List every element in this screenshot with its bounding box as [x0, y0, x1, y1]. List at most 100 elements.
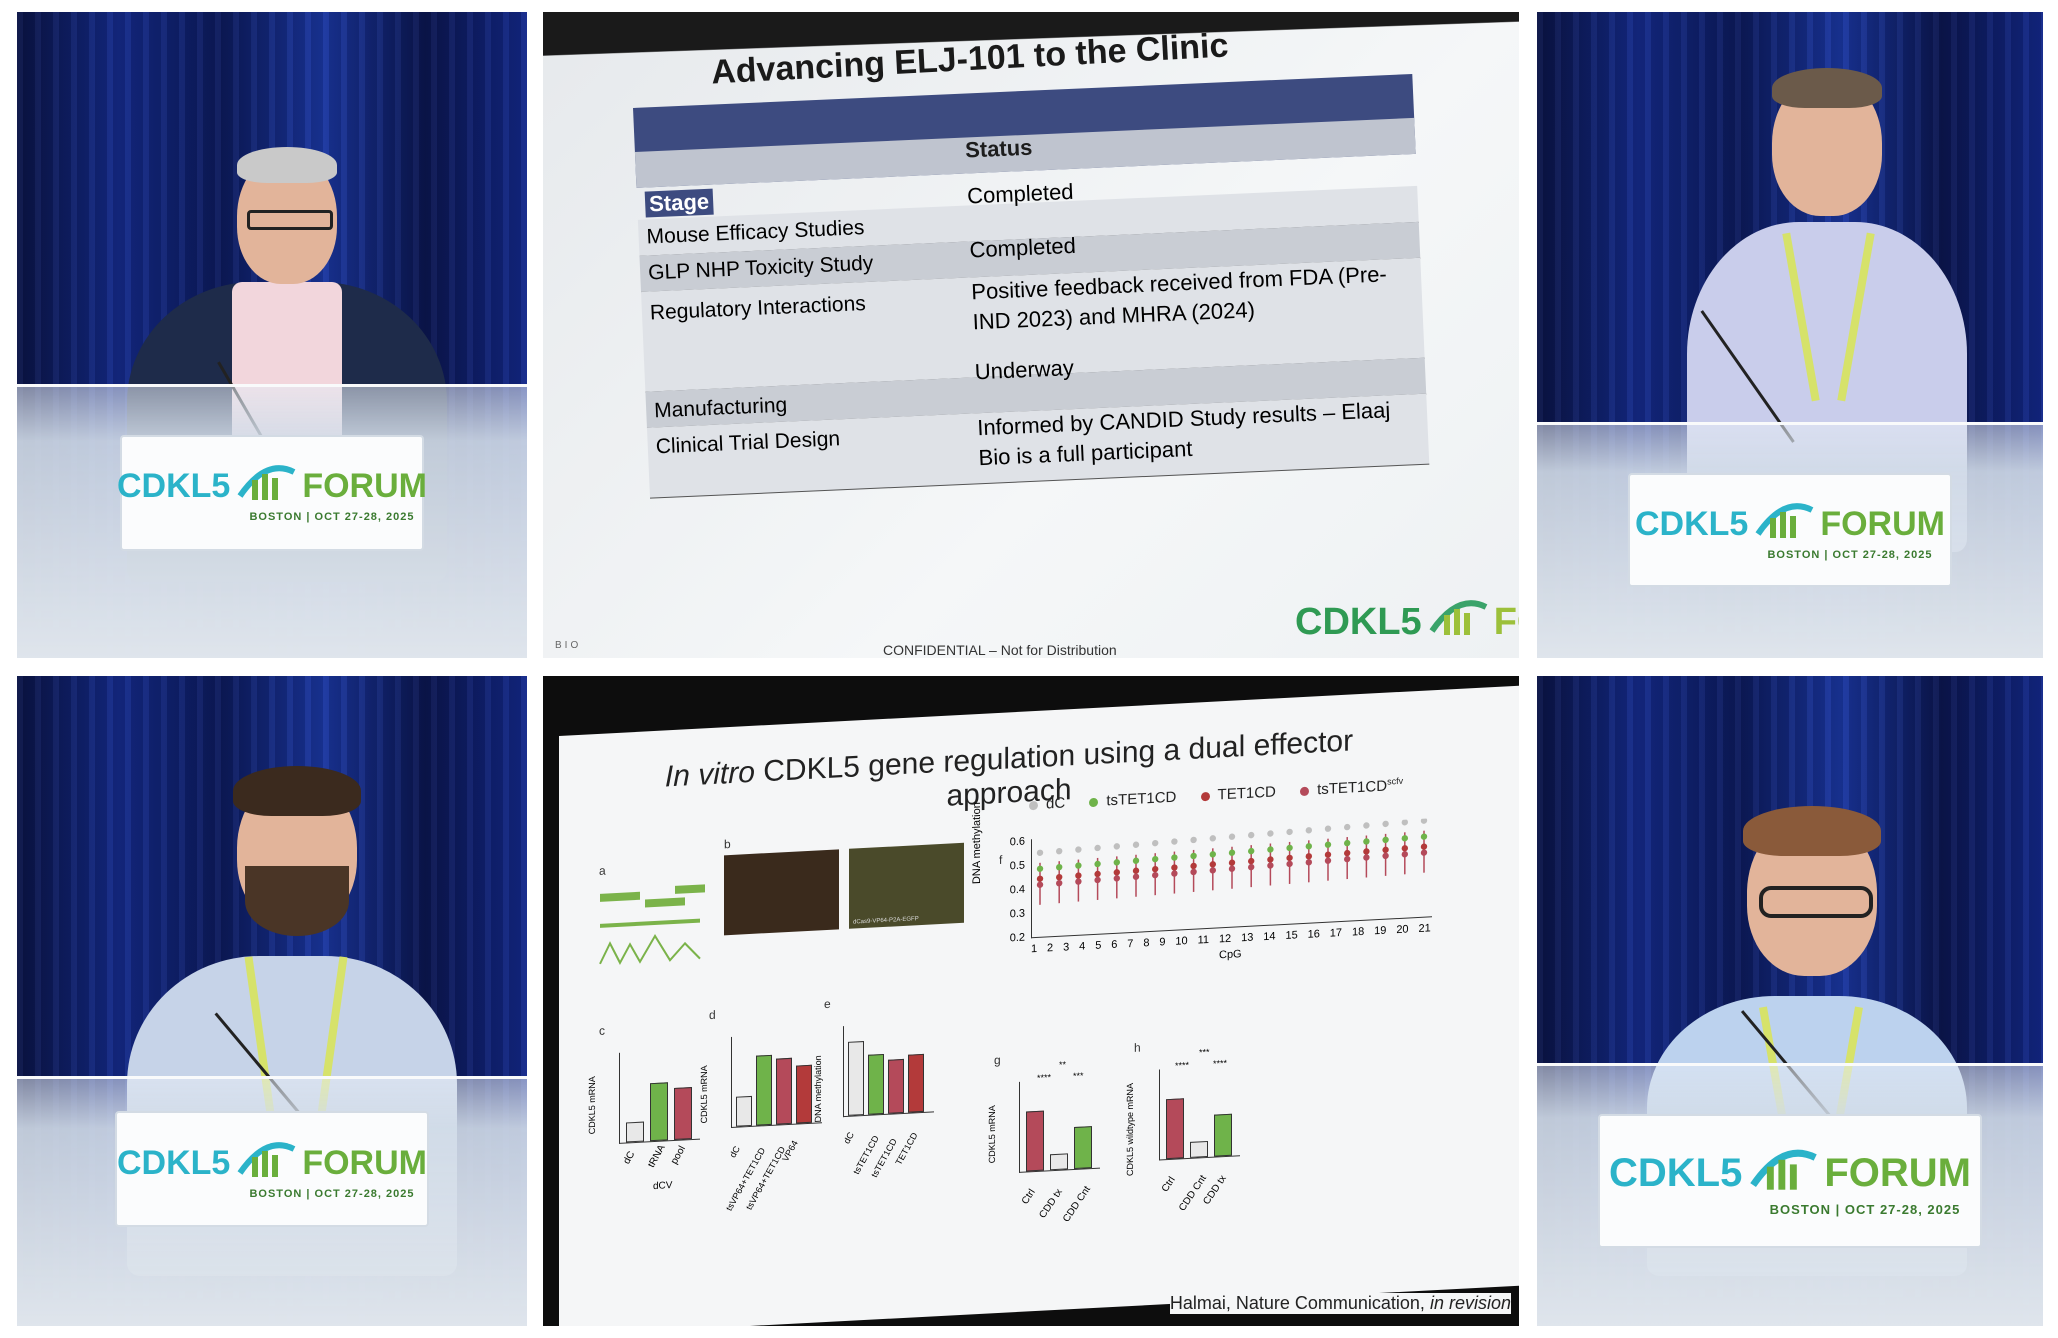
legend-dot-dc [1029, 800, 1038, 810]
x-tick: 4 [1079, 940, 1086, 953]
panel-c-xlabels: dC tRNA pool dCV [611, 1143, 711, 1192]
data-point [1363, 838, 1370, 845]
forum-leaf-icon [1754, 500, 1814, 549]
data-point [1094, 870, 1101, 878]
corner-logo-fo: FO [1493, 600, 1519, 643]
legend-label: tsTET1CD [1106, 788, 1177, 810]
x-label: CDD tx [1037, 1187, 1065, 1221]
data-point [1209, 861, 1217, 868]
speaker-4-glasses [1759, 886, 1873, 918]
podium: CDKL5 FORUM BOSTON | OCT 27-28, 2025 [1537, 1063, 2043, 1326]
data-point [1420, 817, 1428, 824]
x-tick: 19 [1374, 924, 1387, 938]
data-point [1420, 849, 1428, 856]
data-point [1113, 869, 1121, 876]
data-point [1286, 844, 1293, 852]
speaker-1-hair [237, 147, 337, 183]
x-tick: 10 [1175, 935, 1188, 948]
speaker-1-glasses [247, 210, 333, 230]
data-point [1036, 849, 1044, 856]
data-point [1401, 845, 1408, 852]
sig-mark: *** [1199, 1046, 1210, 1058]
logo-forum-text: FORUM [302, 467, 427, 506]
logo-cdkl5-text: CDKL5 [1635, 504, 1749, 543]
sig-mark: **** [1175, 1059, 1190, 1071]
bar-e-dc [848, 1041, 864, 1116]
panel-label-h: h [1134, 1040, 1141, 1055]
row-status: Completed [966, 178, 1074, 209]
forum-leaf-icon [236, 1139, 296, 1188]
data-point [1171, 838, 1178, 845]
logo-forum-text: FORUM [302, 1143, 427, 1182]
podium: CDKL5 FORUM BOSTON | OCT 27-28, 2025 [17, 383, 527, 658]
status-table-wrap: Status Stage Mouse Efficacy Studies Comp… [633, 73, 1430, 499]
data-point [1094, 876, 1101, 884]
legend-label: dC [1046, 794, 1066, 813]
sig-mark: **** [1213, 1057, 1228, 1069]
data-point [1382, 846, 1389, 854]
row-status: Underway [974, 355, 1075, 385]
panel-label-d: d [709, 1007, 716, 1023]
table-header-stage: Stage [644, 188, 714, 218]
x-label: TET1CD [893, 1130, 920, 1167]
panel-d-axes [731, 1032, 822, 1128]
data-point [1305, 827, 1312, 834]
data-point [1075, 862, 1082, 869]
data-point [1171, 870, 1178, 877]
panel-b-micrograph-2: dCas9-VP64-P2A-EGFP [849, 842, 964, 929]
panel-e-xlabels: dC tsTET1CD tsTET1CD TET1CD [833, 1130, 943, 1179]
x-label: dC [727, 1144, 742, 1160]
data-point [1363, 848, 1370, 855]
data-point [1324, 841, 1332, 848]
panel-d-ylabel: CDKL5 mRNA [699, 1065, 709, 1124]
data-point [1152, 871, 1159, 879]
data-point [1228, 865, 1236, 872]
speaker-2-hair [1772, 68, 1882, 108]
legend-label: TET1CD [1217, 783, 1276, 804]
x-tick: 14 [1263, 930, 1276, 944]
panel-b-micrograph-1 [724, 849, 839, 936]
data-point [1056, 873, 1063, 881]
data-point [1113, 843, 1121, 850]
photo-slide-gene-regulation: In vitro CDKL5 gene regulation using a d… [543, 676, 1519, 1326]
speaker-4-hair [1743, 806, 1881, 856]
photo-slide-clinic: Advancing ELJ-101 to the Clinic Status S… [543, 12, 1519, 658]
panel-label-b: b [724, 837, 731, 852]
data-point [1248, 847, 1255, 855]
podium-sign: CDKL5 FORUM BOSTON | OCT 27-28, 2025 [1598, 1114, 1982, 1248]
logo-subtitle: BOSTON | OCT 27-28, 2025 [1769, 1201, 1961, 1217]
data-point [1056, 847, 1063, 855]
bar-c-pool [674, 1087, 692, 1140]
x-group-label: dCV [653, 1180, 673, 1193]
photo-speaker-1: CDKL5 FORUM BOSTON | OCT 27-28, 2025 [17, 12, 527, 658]
podium-sign: CDKL5 FORUM BOSTON | OCT 27-28, 2025 [1628, 473, 1952, 588]
data-point [1094, 860, 1101, 868]
data-point [1094, 844, 1101, 852]
data-point [1209, 867, 1217, 874]
data-point [1036, 881, 1044, 888]
data-point [1324, 851, 1332, 858]
x-tick: 21 [1418, 922, 1431, 935]
data-point [1171, 864, 1178, 871]
data-point [1286, 828, 1293, 836]
panel-label-c: c [599, 1023, 605, 1038]
data-point [1248, 863, 1255, 871]
bar-h-ctrl [1166, 1098, 1184, 1160]
panel-f-ylabel: DNA methylation [971, 801, 983, 885]
x-tick: 18 [1351, 925, 1365, 939]
panel-c-axes [619, 1048, 700, 1144]
x-tick: 17 [1329, 926, 1343, 940]
panel-f-points [1036, 817, 1428, 905]
logo-forum-text: FORUM [1820, 504, 1945, 543]
bar-d-tsvp64-tet1cd [756, 1054, 772, 1126]
corner-leaf-icon [1428, 597, 1488, 647]
data-point [1171, 854, 1178, 861]
data-point [1113, 859, 1121, 866]
forum-leaf-icon [1748, 1146, 1818, 1202]
bar-d-dc [736, 1095, 752, 1127]
x-tick: 1 [1031, 942, 1038, 956]
data-point [1344, 839, 1351, 847]
data-point [1267, 856, 1274, 863]
data-point [1248, 857, 1255, 865]
x-tick: 20 [1396, 923, 1409, 937]
